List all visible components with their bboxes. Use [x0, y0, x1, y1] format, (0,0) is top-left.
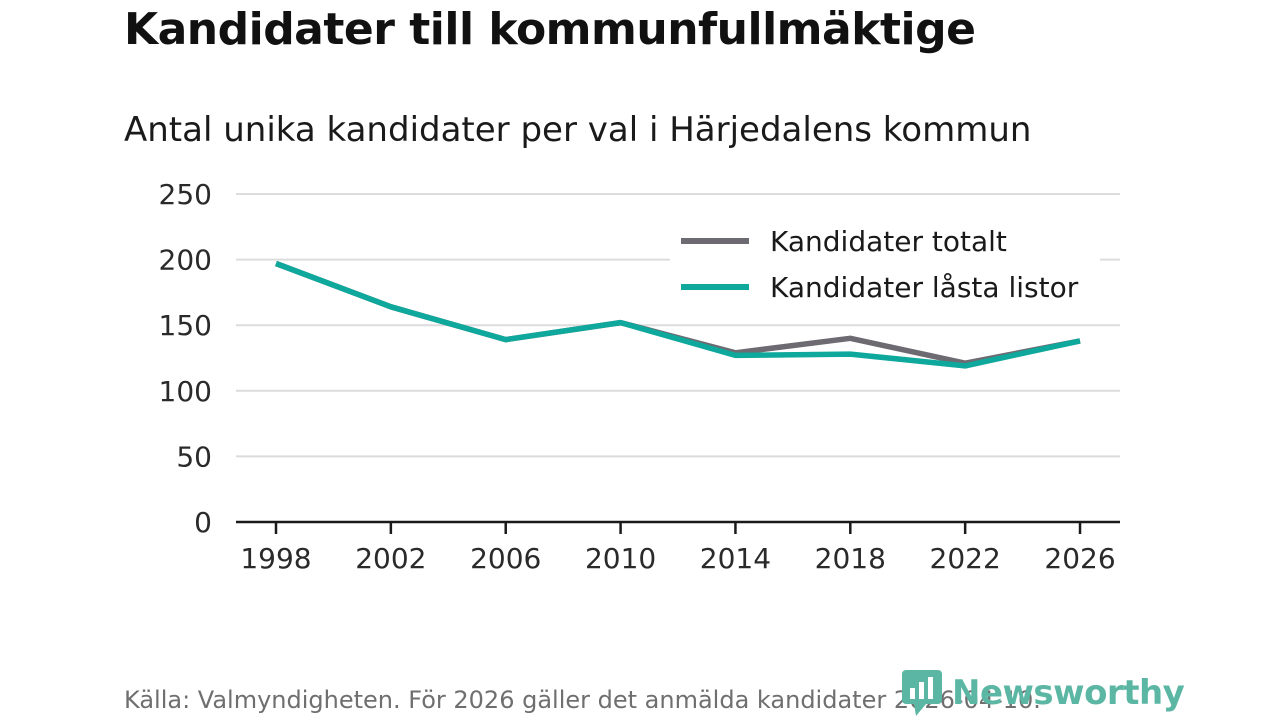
- legend-label: Kandidater totalt: [770, 225, 1007, 258]
- source-note: Källa: Valmyndigheten. För 2026 gäller d…: [124, 686, 1041, 714]
- brand-name: Newsworthy: [952, 673, 1185, 713]
- x-tick-label: 2022: [930, 542, 1001, 575]
- y-tick-label: 0: [194, 506, 212, 539]
- x-tick-label: 2006: [470, 542, 541, 575]
- legend-label: Kandidater låsta listor: [770, 271, 1079, 304]
- x-tick-label: 2002: [355, 542, 426, 575]
- series-line-kandidater-lasta-listor: [275, 260, 1081, 369]
- bar-chart-icon: [902, 670, 942, 716]
- chart-subtitle: Antal unika kandidater per val i Härjeda…: [124, 110, 1032, 150]
- y-tick-label: 50: [176, 440, 212, 473]
- x-tick-label: 2026: [1044, 542, 1115, 575]
- chart-title: Kandidater till kommunfullmäktige: [124, 4, 976, 55]
- y-tick-label: 150: [159, 309, 212, 342]
- x-tick-label: 2010: [585, 542, 656, 575]
- x-tick-label: 1998: [240, 542, 311, 575]
- line-chart: 0 50 100 150 200 250 1998 2002 2006 2010 2014 2018 2…: [159, 178, 1120, 575]
- x-tick-label: 2018: [815, 542, 886, 575]
- y-tick-label: 100: [159, 375, 212, 408]
- brand-logo: Newsworthy: [902, 670, 1185, 716]
- y-tick-label: 200: [159, 244, 212, 277]
- x-tick-label: 2014: [700, 542, 771, 575]
- y-tick-label: 250: [159, 178, 212, 211]
- legend-background: [670, 214, 1100, 314]
